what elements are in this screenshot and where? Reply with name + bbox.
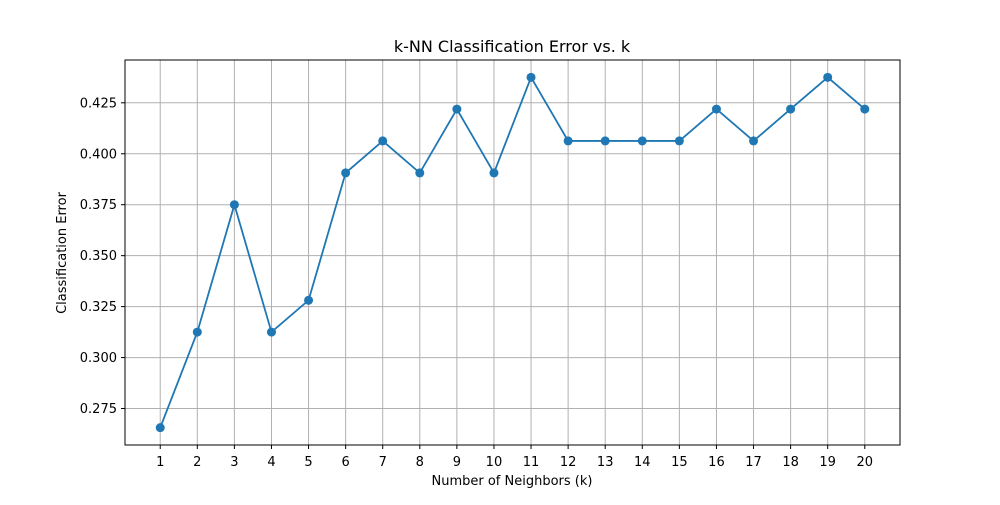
x-tick-label: 18 <box>782 455 799 470</box>
x-tick-label: 19 <box>819 455 836 470</box>
data-point <box>192 327 202 337</box>
x-tick-label: 2 <box>193 455 201 470</box>
x-tick-label: 8 <box>416 455 424 470</box>
x-tick-label: 10 <box>486 455 503 470</box>
axis-ticks: 1 2 3 4 5 6 7 8 9 10 11 12 13 14 15 16 17 18 19 200.2750.30… <box>80 96 873 470</box>
data-point <box>489 168 499 178</box>
plot-frame <box>124 59 901 446</box>
x-tick-label: 14 <box>634 455 651 470</box>
data-point <box>563 136 573 146</box>
x-axis-label: Number of Neighbors (k) <box>432 474 593 489</box>
data-point <box>415 168 425 178</box>
x-tick-label: 11 <box>523 455 540 470</box>
x-tick-label: 6 <box>341 455 349 470</box>
data-point <box>711 104 721 114</box>
data-series <box>155 72 870 433</box>
data-point <box>155 423 165 433</box>
x-tick-label: 7 <box>379 455 387 470</box>
x-tick-label: 3 <box>230 455 238 470</box>
y-tick-label: 0.325 <box>80 300 117 315</box>
data-point <box>526 72 536 82</box>
data-point <box>860 104 870 114</box>
data-point <box>823 72 833 82</box>
y-axis-label: Classification Error <box>55 191 70 313</box>
y-tick-label: 0.400 <box>80 147 117 162</box>
y-tick-label: 0.375 <box>80 198 117 213</box>
data-point <box>341 168 351 178</box>
data-point <box>749 136 759 146</box>
y-tick-label: 0.275 <box>80 402 117 417</box>
data-point <box>786 104 796 114</box>
x-tick-label: 15 <box>671 455 688 470</box>
chart-title: k-NN Classification Error vs. k <box>394 37 631 56</box>
grid-lines <box>125 60 900 445</box>
x-tick-label: 1 <box>156 455 164 470</box>
data-point <box>674 136 684 146</box>
x-tick-label: 9 <box>453 455 461 470</box>
x-tick-label: 5 <box>304 455 312 470</box>
x-tick-label: 12 <box>560 455 577 470</box>
x-tick-label: 13 <box>597 455 614 470</box>
data-point <box>452 104 462 114</box>
data-point <box>378 136 388 146</box>
x-tick-label: 20 <box>856 455 873 470</box>
data-point <box>637 136 647 146</box>
x-tick-label: 16 <box>708 455 725 470</box>
data-point <box>229 200 239 210</box>
y-tick-label: 0.425 <box>80 96 117 111</box>
data-point <box>266 327 276 337</box>
y-tick-label: 0.350 <box>80 249 117 264</box>
y-tick-label: 0.300 <box>80 351 117 366</box>
x-tick-label: 17 <box>745 455 762 470</box>
x-tick-label: 4 <box>267 455 275 470</box>
data-point <box>304 295 314 305</box>
series-line <box>159 75 866 429</box>
data-point <box>600 136 610 146</box>
